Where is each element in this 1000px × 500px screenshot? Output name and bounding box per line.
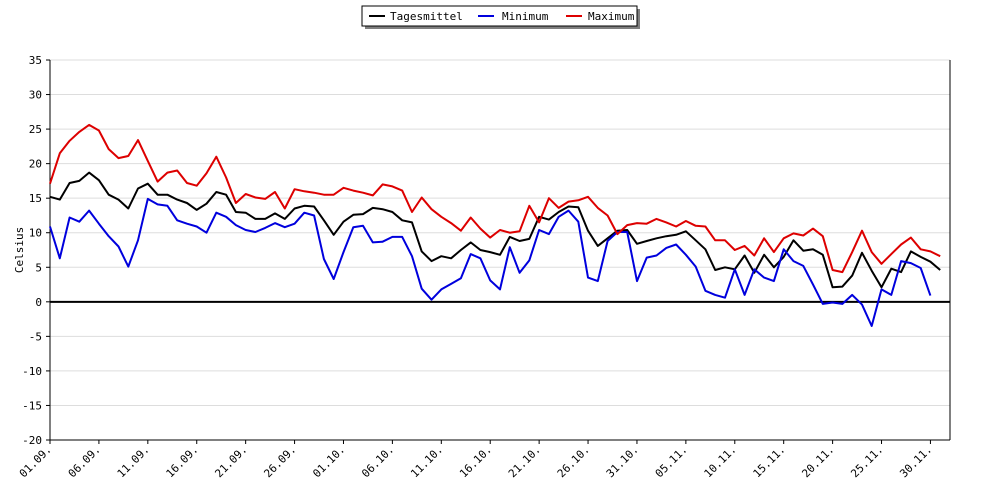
series-line-tagesmittel xyxy=(49,171,941,289)
x-tick-label: 31.10. xyxy=(604,443,641,480)
x-tick-label: 26.10. xyxy=(555,443,592,480)
y-tick-label: -5 xyxy=(29,330,42,343)
y-tick-label: 30 xyxy=(29,89,42,102)
x-tick-label: 01.09. xyxy=(17,443,54,480)
series-lines xyxy=(49,123,941,327)
x-axis-ticks: 01.09. 06.09. 11.09. 16.09. 21.09. 26.09. 01.1… xyxy=(17,440,935,480)
y-tick-label: 0 xyxy=(35,296,42,309)
x-tick-label: 26.09. xyxy=(261,443,298,480)
x-tick-label: 11.10. xyxy=(408,443,445,480)
y-tick-label: 15 xyxy=(29,192,42,205)
x-tick-label: 15.11. xyxy=(751,443,788,480)
x-tick-label: 06.09. xyxy=(66,443,103,480)
y-tick-label: 5 xyxy=(35,261,42,274)
series-line-maximum xyxy=(49,123,941,274)
y-tick-label: -10 xyxy=(22,365,42,378)
x-tick-label: 30.11. xyxy=(897,443,934,480)
legend-box xyxy=(361,5,638,27)
x-tick-label: 16.09. xyxy=(164,443,201,480)
y-tick-label: 20 xyxy=(29,158,42,171)
legend: Tagesmittel Minimum Maximum xyxy=(361,5,640,29)
x-tick-label: 01.10. xyxy=(310,443,347,480)
x-tick-label: 25.11. xyxy=(848,443,885,480)
y-tick-label: -20 xyxy=(22,434,42,447)
y-tick-label: -15 xyxy=(22,399,42,412)
x-tick-label: 06.10. xyxy=(359,443,396,480)
legend-label-minimum: Minimum xyxy=(502,10,549,23)
x-tick-label: 21.09. xyxy=(212,443,249,480)
legend-label-tagesmittel: Tagesmittel xyxy=(390,10,463,23)
y-axis-title: Celsius xyxy=(13,227,26,273)
grid xyxy=(50,59,950,441)
y-axis-ticks: 35 30 25 20 15 10 5 0 -5 -10 -15 -20 xyxy=(22,54,50,447)
x-tick-label: 10.11. xyxy=(702,443,739,480)
x-tick-label: 16.10. xyxy=(457,443,494,480)
x-tick-label: 11.09. xyxy=(115,443,152,480)
x-tick-label: 05.11. xyxy=(653,443,690,480)
x-tick-label: 20.11. xyxy=(799,443,836,480)
y-tick-label: 10 xyxy=(29,227,42,240)
series-line-minimum xyxy=(49,197,932,327)
legend-label-maximum: Maximum xyxy=(588,10,635,23)
x-tick-label: 21.10. xyxy=(506,443,543,480)
y-tick-label: 25 xyxy=(29,123,42,136)
y-tick-label: 35 xyxy=(29,54,42,67)
